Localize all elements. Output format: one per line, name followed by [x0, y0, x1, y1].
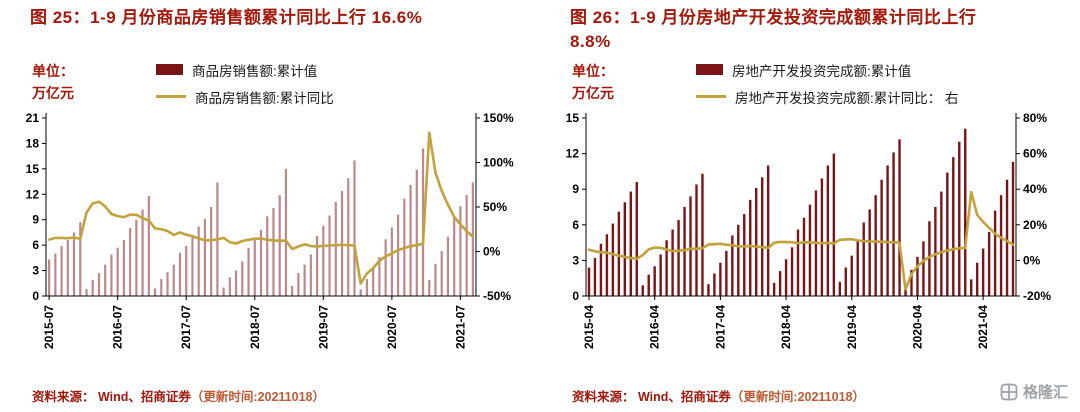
bar-series-swatch: [696, 64, 723, 75]
svg-text:9: 9: [572, 182, 579, 196]
svg-text:2016-04: 2016-04: [648, 305, 662, 349]
svg-text:0%: 0%: [483, 245, 501, 259]
svg-text:2015-04: 2015-04: [582, 305, 596, 349]
gelonghui-logo-text: 格隆汇: [1022, 384, 1068, 401]
svg-text:2017-04: 2017-04: [713, 305, 727, 349]
svg-text:12: 12: [26, 187, 40, 201]
legend-label-bar-series: 房地产开发投资完成额:累计值: [732, 63, 912, 79]
svg-text:2015-07: 2015-07: [42, 305, 56, 349]
svg-text:15: 15: [566, 111, 580, 125]
svg-text:100%: 100%: [483, 156, 514, 170]
legend: 房地产开发投资完成额:累计值 房地产开发投资完成额:累计同比： 右: [696, 56, 959, 110]
svg-text:2019-07: 2019-07: [316, 305, 330, 349]
line-series-swatch: [156, 95, 186, 98]
gelonghui-logo: 格隆汇: [1000, 381, 1068, 402]
svg-text:150%: 150%: [483, 111, 514, 125]
svg-text:12: 12: [566, 147, 580, 161]
svg-text:0%: 0%: [1023, 253, 1041, 267]
svg-text:2018-04: 2018-04: [779, 305, 793, 349]
unit-line2: 万亿元: [32, 85, 74, 102]
unit-line2: 万亿元: [572, 85, 614, 102]
figure-25-title: 图 25：1-9 月份商品房销售额累计同比上行 16.6%: [30, 8, 423, 27]
svg-text:80%: 80%: [1023, 111, 1047, 125]
legend-item-bar-series: 房地产开发投资完成额:累计值: [696, 56, 959, 83]
gelonghui-grid-icon: [1000, 383, 1018, 400]
svg-text:3: 3: [572, 253, 579, 267]
svg-text:2018-07: 2018-07: [248, 305, 262, 349]
svg-text:3: 3: [32, 264, 39, 278]
svg-text:-50%: -50%: [483, 289, 511, 303]
source-update-time: （更新时间:20211018）: [190, 390, 325, 404]
legend-item-line-series: 商品房销售额:累计同比: [156, 83, 334, 110]
source-main: 资料来源： Wind、招商证券: [32, 390, 191, 404]
source-note: 资料来源： Wind、招商证券（更新时间:20211018）: [32, 386, 325, 405]
svg-text:2017-07: 2017-07: [179, 305, 193, 349]
svg-text:9: 9: [32, 213, 39, 227]
line-series-swatch: [696, 95, 726, 98]
svg-text:0: 0: [32, 289, 39, 303]
unit-line1: 单位：: [572, 63, 614, 79]
housing-sales-chart: 0 3 6 9 12 15 18 21 -50% 0% 50% 100% 150% 2015-07 2016…: [26, 111, 514, 349]
figure-26-title: 图 26：1-9 月份房地产开发投资完成额累计同比上行 8.8%: [570, 8, 977, 51]
svg-text:6: 6: [32, 238, 39, 252]
figure-25-panel: 图 25：1-9 月份商品房销售额累计同比上行 16.6% 单位： 万亿元 商品…: [6, 0, 530, 412]
real-estate-investment-chart: 0 3 6 9 12 15 -20% 0% 20% 40% 60% 80% 2015-04 2016-04…: [566, 111, 1052, 349]
svg-text:2021-07: 2021-07: [453, 305, 467, 349]
svg-text:-20%: -20%: [1023, 289, 1051, 303]
svg-text:2019-04: 2019-04: [845, 305, 859, 349]
svg-text:2020-07: 2020-07: [385, 305, 399, 349]
source-update-time: （更新时间:20211018）: [730, 390, 865, 404]
source-main: 资料来源： Wind、招商证券: [572, 390, 731, 404]
source-note: 资料来源： Wind、招商证券（更新时间:20211018）: [572, 386, 865, 405]
svg-text:21: 21: [26, 111, 40, 125]
unit-line1: 单位：: [32, 63, 74, 79]
svg-text:6: 6: [572, 218, 579, 232]
svg-text:50%: 50%: [483, 200, 507, 214]
bar-series-swatch: [156, 64, 183, 75]
svg-text:2016-07: 2016-07: [111, 305, 125, 349]
svg-text:20%: 20%: [1023, 218, 1047, 232]
legend-label-line-series: 商品房销售额:累计同比: [195, 90, 334, 106]
legend-label-line-series: 房地产开发投资完成额:累计同比： 右: [735, 90, 959, 106]
legend-item-bar-series: 商品房销售额:累计值: [156, 56, 334, 83]
svg-text:40%: 40%: [1023, 182, 1047, 196]
legend: 商品房销售额:累计值 商品房销售额:累计同比: [156, 56, 334, 110]
svg-text:0: 0: [572, 289, 579, 303]
unit-label: 单位： 万亿元: [32, 60, 74, 105]
legend-item-line-series: 房地产开发投资完成额:累计同比： 右: [696, 83, 959, 110]
svg-text:2021-04: 2021-04: [976, 305, 990, 349]
svg-text:2020-04: 2020-04: [910, 305, 924, 349]
unit-label: 单位： 万亿元: [572, 60, 614, 105]
svg-text:18: 18: [26, 136, 40, 150]
figure-26-panel: 图 26：1-9 月份房地产开发投资完成额累计同比上行 8.8% 单位： 万亿元…: [546, 0, 1074, 412]
svg-text:15: 15: [26, 162, 40, 176]
legend-label-bar-series: 商品房销售额:累计值: [192, 63, 318, 79]
svg-text:60%: 60%: [1023, 147, 1047, 161]
